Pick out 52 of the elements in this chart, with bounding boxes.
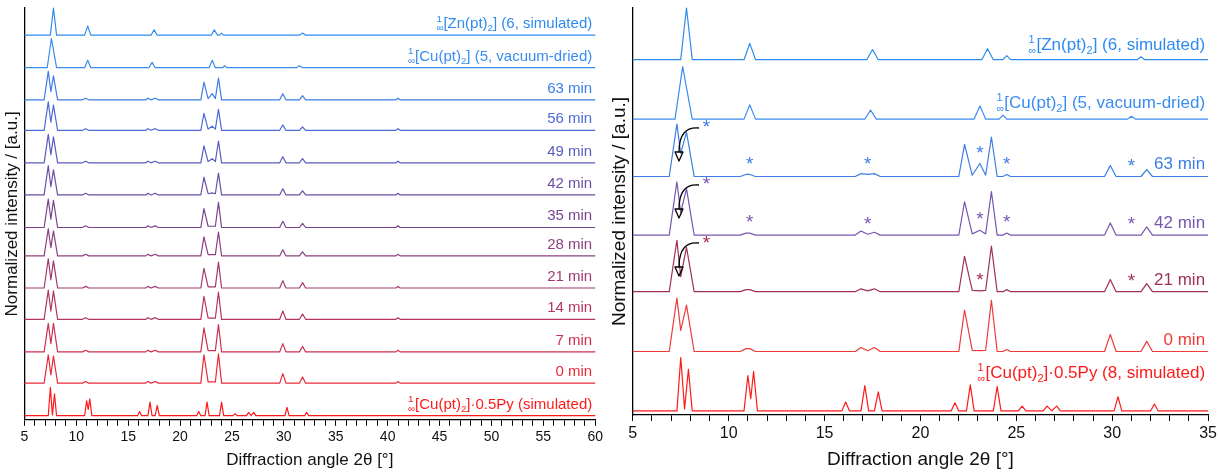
- x-tick-label: 10: [719, 424, 738, 442]
- x-axis-title: Diffraction angle 2θ [°]: [226, 450, 394, 470]
- y-axis-title: Normalized intensity / [a.u.]: [607, 96, 629, 327]
- annotation: *: [976, 208, 985, 230]
- x-tick-label: 40: [379, 428, 396, 445]
- series-label: 21 min: [1154, 269, 1206, 289]
- x-tick-label: 35: [327, 428, 344, 445]
- annotation: *: [702, 172, 711, 194]
- x-tick-label: 15: [815, 424, 834, 442]
- x-tick-label: 50: [483, 428, 500, 445]
- series-label: 21 min: [547, 267, 593, 285]
- annotation: *: [976, 269, 985, 291]
- annotation: *: [864, 152, 873, 174]
- annotation: *: [1127, 269, 1136, 291]
- series-label: 63 min: [1154, 154, 1206, 174]
- x-tick-label: 20: [911, 424, 930, 442]
- series-label: 14 min: [547, 298, 593, 316]
- x-tick-label: 35: [1199, 424, 1218, 442]
- x-tick-label: 45: [431, 428, 448, 445]
- annotation: *: [864, 212, 873, 234]
- x-tick-label: 25: [1007, 424, 1026, 442]
- annotation: *: [1003, 152, 1012, 174]
- annotation: *: [1127, 154, 1136, 176]
- series-label: 28 min: [547, 234, 593, 252]
- annotation: *: [746, 211, 755, 233]
- x-axis-title: Diffraction angle 2θ [°]: [827, 447, 1014, 469]
- x-tick-label: 55: [535, 428, 552, 445]
- x-tick-label: 5: [20, 428, 29, 445]
- series-label: 42 min: [547, 173, 593, 191]
- series-label: 0 min: [555, 362, 593, 380]
- x-tick-label: 10: [68, 428, 85, 445]
- x-tick-label: 15: [120, 428, 137, 445]
- series-label: 35 min: [547, 206, 593, 224]
- annotation: *: [746, 152, 755, 174]
- series-label: 63 min: [547, 78, 593, 96]
- annotation: *: [1127, 213, 1136, 235]
- annotation: *: [702, 231, 711, 253]
- series-label: 7 min: [555, 330, 593, 348]
- x-tick-label: 5: [628, 424, 638, 442]
- x-tick-label: 30: [276, 428, 292, 445]
- series-label: 0 min: [1163, 329, 1206, 349]
- annotation: *: [702, 116, 711, 138]
- x-tick-label: 60: [587, 428, 604, 445]
- series-label: 42 min: [1154, 213, 1206, 233]
- y-axis-title: Normalized intensity / [a.u.]: [1, 111, 21, 317]
- series-label: 56 min: [547, 109, 593, 127]
- series-label: 49 min: [547, 141, 593, 159]
- x-tick-label: 25: [224, 428, 240, 445]
- x-tick-label: 30: [1103, 424, 1122, 442]
- x-tick-label: 20: [172, 428, 189, 445]
- annotation: *: [976, 141, 985, 163]
- annotation: *: [1003, 211, 1012, 233]
